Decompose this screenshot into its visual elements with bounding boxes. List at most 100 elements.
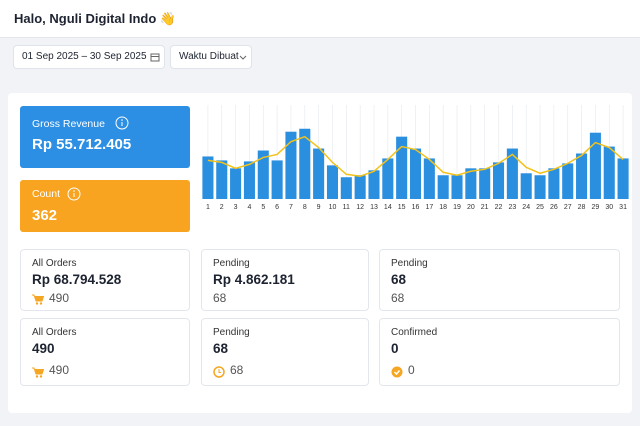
bar — [326, 165, 339, 199]
x-tick-label: 8 — [303, 204, 307, 211]
stat-card: All Orders 490 490 — [20, 318, 190, 386]
bar — [285, 131, 297, 199]
x-tick-label: 2 — [220, 204, 224, 211]
bar — [562, 163, 574, 199]
x-tick-label: 25 — [536, 204, 544, 211]
kpi-card: Gross Revenue Rp 55.712.405 — [20, 106, 190, 168]
bar — [230, 168, 242, 199]
stat-value: 68 — [391, 272, 407, 287]
stat-value: 490 — [32, 341, 55, 356]
stat-value: Rp 68.794.528 — [32, 272, 122, 287]
bar — [465, 168, 477, 199]
bar — [617, 158, 629, 199]
bar — [409, 148, 422, 199]
x-tick-label: 18 — [439, 204, 447, 211]
x-tick-label: 12 — [356, 204, 364, 211]
bar — [243, 161, 255, 199]
stat-label: Pending — [213, 258, 250, 269]
x-tick-label: 9 — [317, 204, 321, 211]
x-tick-label: 11 — [343, 204, 350, 211]
check-icon — [391, 365, 403, 383]
x-tick-label: 26 — [550, 204, 558, 211]
bar — [506, 148, 518, 199]
kpi-value: 362 — [32, 207, 58, 224]
stat-value: Rp 4.862.181 — [213, 272, 295, 287]
bar — [492, 162, 505, 199]
x-tick-label: 28 — [578, 204, 586, 211]
kpi-card: Count 362 — [20, 180, 190, 232]
bar — [603, 146, 615, 199]
x-tick-label: 19 — [453, 204, 461, 211]
stat-card: Pending 68 68 — [379, 249, 620, 311]
stat-card: Pending 68 68 — [201, 318, 369, 386]
x-tick-label: 20 — [467, 204, 475, 211]
x-tick-label: 31 — [619, 204, 627, 211]
x-tick-label: 7 — [289, 204, 293, 211]
bar — [368, 170, 380, 199]
stat-label: All Orders — [32, 327, 77, 338]
kpi-label: Count — [32, 188, 61, 200]
stat-sub: 490 — [49, 291, 70, 305]
header: Halo, Nguli Digital Indo 👋 — [0, 0, 640, 38]
calendar-icon — [150, 53, 160, 62]
stat-sub: 68 — [391, 291, 405, 305]
bar — [423, 158, 435, 199]
x-tick-label: 4 — [247, 204, 251, 211]
x-tick-label: 30 — [605, 204, 613, 211]
stat-value: 0 — [391, 341, 399, 356]
bar — [313, 148, 325, 199]
x-tick-label: 6 — [275, 204, 279, 211]
x-tick-label: 27 — [564, 204, 572, 211]
stat-sub: 68 — [213, 291, 227, 305]
x-tick-label: 22 — [495, 204, 503, 211]
x-tick-label: 13 — [370, 204, 378, 211]
info-icon — [115, 116, 129, 130]
x-tick-label: 16 — [412, 204, 420, 211]
stat-value: 68 — [213, 341, 229, 356]
chevron-icon — [239, 55, 247, 60]
x-tick-label: 15 — [398, 204, 406, 211]
x-tick-label: 3 — [234, 204, 238, 211]
stat-label: All Orders — [32, 258, 77, 269]
cart-icon — [32, 292, 45, 310]
stat-sub: 0 — [408, 363, 415, 377]
cart-icon — [32, 365, 45, 383]
bar — [216, 160, 228, 199]
stat-label: Pending — [391, 258, 428, 269]
bar — [299, 128, 311, 199]
bar — [520, 173, 532, 199]
greeting: Halo, Nguli Digital Indo 👋 — [14, 11, 177, 26]
bar — [202, 156, 214, 199]
clock-icon — [213, 365, 225, 383]
info-icon — [67, 187, 81, 201]
kpi-label: Gross Revenue — [32, 118, 105, 130]
x-tick-label: 17 — [425, 204, 433, 211]
trend-line — [207, 135, 624, 178]
x-tick-label: 24 — [522, 204, 530, 211]
x-tick-label: 14 — [384, 204, 392, 211]
bar — [548, 168, 560, 199]
bar — [340, 177, 352, 199]
x-tick-label: 29 — [592, 204, 600, 211]
bar — [354, 175, 366, 199]
bar — [589, 132, 601, 199]
date-filter[interactable]: 01 Sep 2025 – 30 Sep 2025 — [13, 45, 165, 69]
bar — [257, 150, 269, 199]
x-tick-label: 21 — [481, 204, 489, 211]
stat-card: All Orders Rp 68.794.528 490 — [20, 249, 190, 311]
bar — [451, 175, 463, 199]
stat-card: Confirmed 0 0 — [379, 318, 620, 386]
x-tick-label: 23 — [508, 204, 516, 211]
bar — [576, 153, 588, 199]
x-tick-label: 5 — [261, 204, 265, 211]
bar — [271, 160, 283, 199]
x-tick-label: 1 — [206, 204, 210, 211]
kpi-value: Rp 55.712.405 — [32, 136, 132, 153]
bar — [382, 158, 394, 199]
bar — [437, 175, 449, 199]
bar — [534, 175, 546, 199]
sort-filter[interactable]: Waktu Dibuat — [170, 45, 252, 69]
stat-label: Pending — [213, 327, 250, 338]
stat-label: Confirmed — [391, 327, 438, 338]
